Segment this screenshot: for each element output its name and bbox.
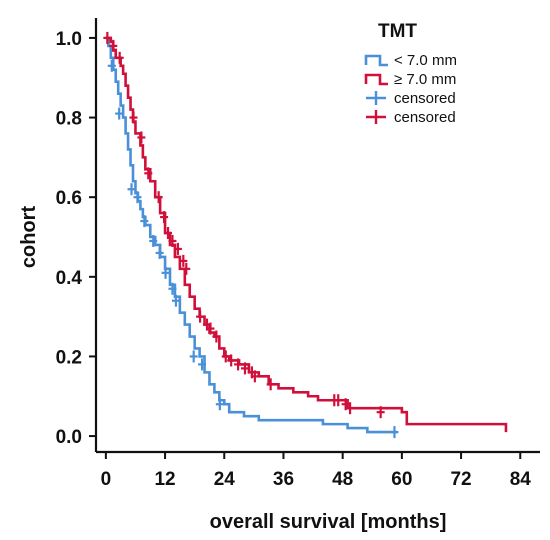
censored-mark (234, 358, 243, 371)
x-tick-label: 0 (101, 469, 112, 490)
legend: TMT < 7.0 mm ≥ 7.0 mm censored censored (364, 21, 457, 126)
censored-mark (334, 394, 343, 407)
legend-line-swatch (364, 54, 388, 67)
censored-mark (168, 234, 177, 247)
censored-mark (154, 191, 163, 204)
censored-mark (133, 191, 142, 204)
survival-curve-2 (105, 36, 508, 433)
censored-mark (115, 51, 124, 64)
y-axis-title: cohort (18, 206, 40, 269)
censored-mark (171, 294, 180, 307)
y-tick-label: 0.8 (56, 109, 82, 130)
series-2 (103, 31, 508, 433)
legend-label: < 7.0 mm (394, 52, 457, 69)
censored-mark (164, 227, 173, 240)
censored-mark (266, 378, 275, 391)
legend-entry: censored (366, 90, 456, 107)
censored-mark (215, 398, 224, 411)
y-tick-label: 0.0 (56, 427, 82, 448)
censored-mark (103, 31, 112, 44)
x-axis-ticks: 0 12 24 36 48 60 72 84 (101, 452, 532, 490)
y-tick-label: 0.2 (56, 347, 82, 368)
censored-mark (240, 362, 249, 375)
plot-area (103, 31, 508, 439)
censored-mark (206, 322, 215, 335)
x-tick-label: 36 (273, 469, 294, 490)
censored-mark (390, 426, 399, 439)
censored-mark (341, 398, 350, 411)
x-axis-title: overall survival [months] (210, 511, 447, 533)
legend-entries: < 7.0 mm ≥ 7.0 mm censored censored (364, 52, 457, 126)
censored-mark (109, 39, 118, 52)
legend-title: TMT (378, 21, 417, 42)
censored-mark (107, 59, 116, 72)
censored-mark (127, 183, 136, 196)
censored-mark (137, 131, 146, 144)
censored-mark (173, 242, 182, 255)
censored-mark (212, 330, 221, 343)
censored-mark (376, 406, 385, 419)
legend-label: ≥ 7.0 mm (394, 71, 456, 88)
y-tick-label: 0.6 (56, 188, 82, 209)
censored-mark (144, 167, 153, 180)
censored-mark (179, 254, 188, 267)
x-tick-label: 84 (510, 469, 532, 490)
legend-label: censored (394, 109, 456, 126)
censored-mark (227, 354, 236, 367)
x-tick-label: 60 (391, 469, 412, 490)
censored-mark (250, 370, 259, 383)
y-tick-label: 1.0 (56, 29, 82, 50)
y-axis-ticks: 0.0 0.2 0.4 0.6 0.8 1.0 (56, 29, 96, 448)
x-tick-label: 72 (450, 469, 471, 490)
x-tick-label: 12 (154, 469, 175, 490)
censored-mark (160, 211, 169, 224)
legend-entry: < 7.0 mm (364, 52, 457, 69)
censored-mark (155, 246, 164, 259)
survival-curve-1 (105, 36, 397, 434)
censored-mark (189, 350, 198, 363)
censored-mark (140, 215, 149, 228)
censored-mark (346, 402, 355, 415)
censored-mark (129, 111, 138, 124)
censored-mark (198, 358, 207, 371)
y-tick-label: 0.4 (56, 268, 83, 289)
x-tick-label: 24 (214, 469, 236, 490)
x-tick-label: 48 (332, 469, 353, 490)
censored-mark (115, 107, 124, 120)
axes: 0 12 24 36 48 60 72 84 0.0 0.2 0.4 0.6 0.8 1.0 (56, 18, 540, 490)
censored-mark (196, 310, 205, 323)
censored-mark (149, 234, 158, 247)
censored-mark (182, 262, 191, 275)
legend-label: censored (394, 90, 456, 107)
censored-mark (221, 350, 230, 363)
legend-entry: censored (366, 109, 456, 126)
censored-mark (168, 282, 177, 295)
censored-mark (161, 266, 170, 279)
legend-entry: ≥ 7.0 mm (364, 71, 456, 88)
series-1 (105, 36, 399, 439)
legend-line-swatch (364, 73, 388, 86)
